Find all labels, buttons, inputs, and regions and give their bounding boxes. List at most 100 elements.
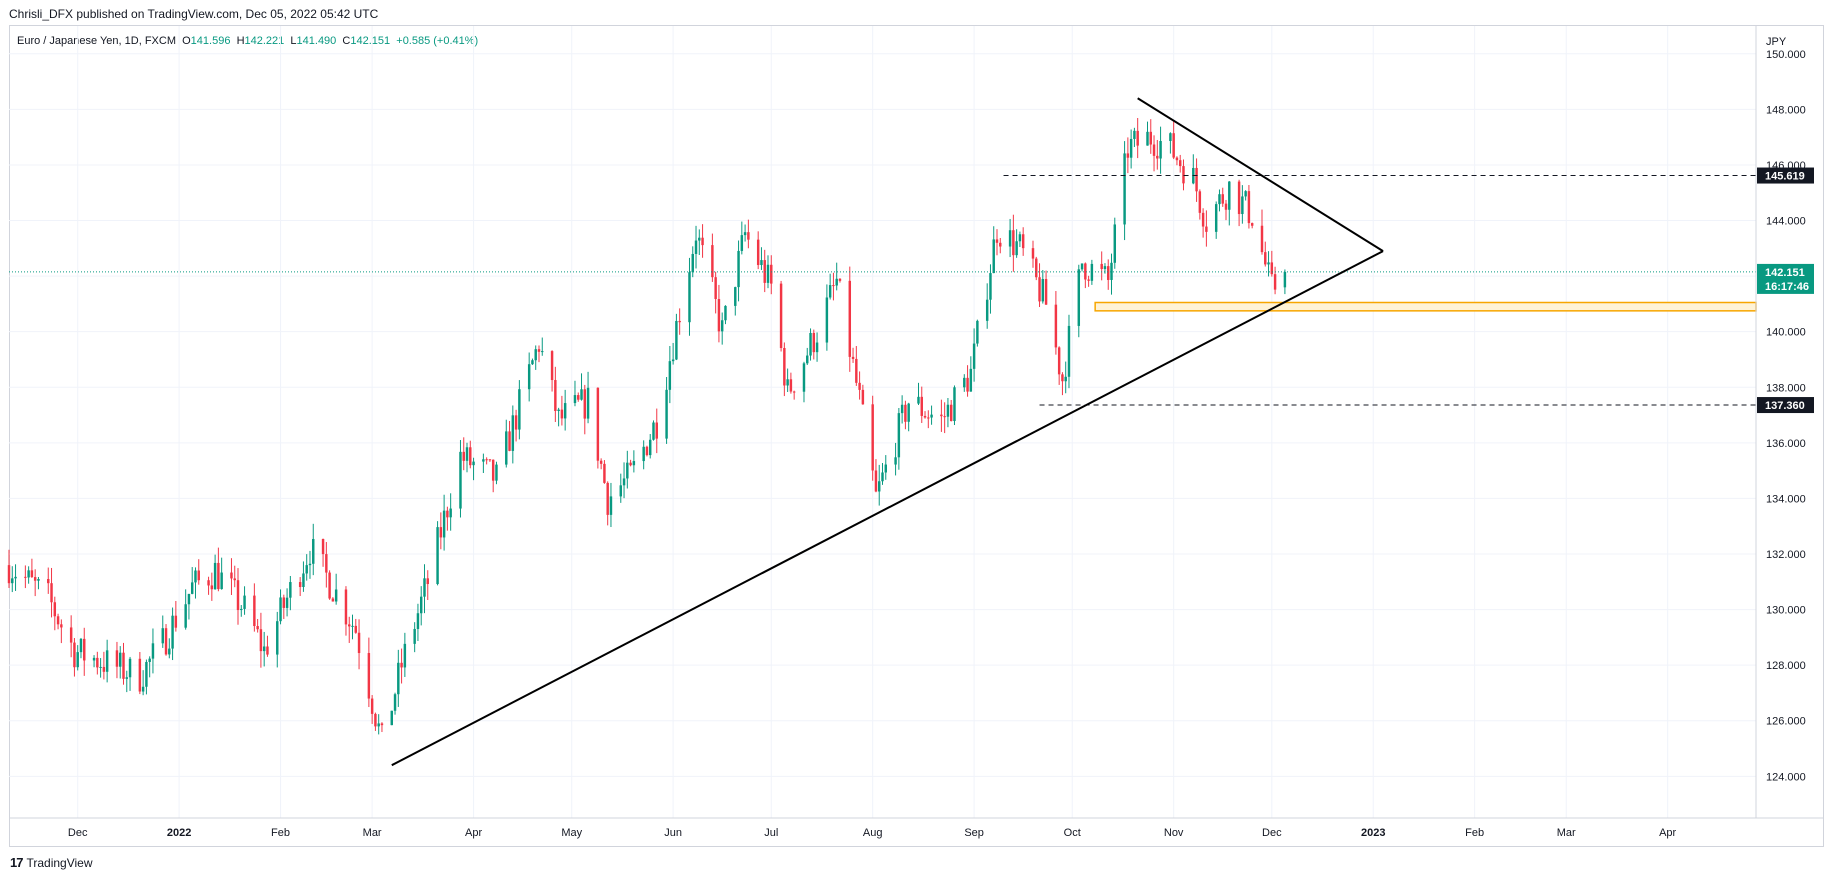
high-label: H (236, 35, 245, 47)
candle-body (207, 580, 210, 586)
candle-body (802, 363, 806, 392)
candle-body (1087, 279, 1090, 281)
candle-body (217, 562, 220, 590)
x-tick-label: Nov (1164, 827, 1184, 839)
candle-body (550, 351, 554, 381)
x-tick-label: Feb (271, 827, 290, 839)
y-tick-label: 124.000 (1766, 771, 1806, 783)
candle-body (400, 662, 403, 668)
candle-body (495, 464, 498, 481)
candle-body (423, 578, 426, 597)
candle-body (573, 395, 577, 404)
y-tick-label: 130.000 (1766, 605, 1806, 617)
candle-body (835, 278, 838, 286)
candle-body (240, 608, 243, 611)
y-tick-label: 128.000 (1766, 660, 1806, 672)
candle-body (50, 583, 53, 603)
x-tick-label: Feb (1465, 827, 1484, 839)
candle-body (256, 626, 259, 630)
candle-body (711, 245, 714, 278)
x-tick-label: Dec (1262, 827, 1282, 839)
candle-body (168, 648, 171, 655)
currency-label: JPY (1766, 36, 1787, 48)
candle-body (334, 589, 338, 602)
candle-body (1244, 191, 1247, 197)
y-tick-label: 140.000 (1766, 327, 1806, 339)
candle-body (619, 485, 623, 497)
candle-body (848, 280, 852, 357)
symbol-name: Euro / Japanese Yen, 1D, FXCM (17, 35, 176, 47)
candle-body (285, 597, 289, 608)
countdown-text: 16:17:46 (1765, 281, 1809, 293)
candle-body (233, 578, 236, 581)
candle-body (763, 260, 766, 283)
candle-body (442, 510, 446, 538)
candle-body (881, 472, 884, 482)
candle-body (963, 377, 966, 388)
candle-body (262, 646, 266, 652)
y-tick-label: 144.000 (1766, 216, 1806, 228)
candle-body (671, 359, 675, 362)
candle-body (1273, 274, 1277, 290)
symbol-legend: Euro / Japanese Yen, 1D, FXCM O141.596 H… (17, 35, 478, 47)
x-tick-label: Oct (1064, 827, 1081, 839)
candle-body (276, 621, 279, 655)
candle-body (491, 459, 495, 481)
candle-body (1008, 230, 1012, 247)
candle-body (652, 422, 655, 440)
level-tag-text: 137.360 (1765, 400, 1805, 412)
candle-body (259, 629, 263, 652)
candle-body (187, 593, 191, 605)
candle-body (1110, 262, 1113, 280)
candle-body (462, 451, 465, 461)
candle-body (940, 414, 943, 417)
candle-body (1270, 262, 1274, 275)
candle-body (279, 597, 282, 622)
candle-body (289, 582, 292, 598)
candle-body (717, 299, 721, 332)
x-tick-label: Apr (1659, 827, 1676, 839)
candle-body (105, 650, 109, 672)
candle-body (1061, 374, 1064, 382)
candle-body (119, 652, 122, 667)
candle-body (302, 573, 305, 588)
candle-body (1044, 279, 1048, 305)
candle-body (357, 632, 361, 654)
candle-body (1021, 234, 1025, 249)
candle-body (1264, 252, 1267, 265)
candle-body (720, 320, 724, 332)
candle-body (1107, 266, 1110, 280)
candle-body (164, 628, 168, 655)
candle-body (79, 638, 83, 653)
candle-body (436, 527, 439, 585)
candle-body (734, 287, 737, 306)
x-tick-label: Mar (1557, 827, 1576, 839)
candle-body (69, 627, 73, 643)
candle-body (861, 389, 865, 405)
candle-body (115, 650, 119, 667)
y-tick-label: 150.000 (1766, 49, 1806, 61)
candle-body (999, 242, 1002, 247)
candle-body (1201, 212, 1205, 227)
candle-body (312, 538, 315, 564)
candle-body (47, 579, 50, 584)
last-price-tag (1757, 263, 1814, 294)
candle-body (557, 409, 560, 412)
candle-body (354, 625, 358, 633)
candle-body (1172, 133, 1175, 158)
candle-body (305, 565, 308, 574)
candle-body (60, 624, 63, 628)
candle-body (766, 264, 770, 283)
candle-body (838, 278, 842, 281)
candle-body (789, 379, 793, 392)
candle-body (871, 404, 874, 471)
candle-body (125, 677, 129, 679)
candle-body (482, 459, 485, 462)
candle-body (694, 240, 698, 254)
candle-body (747, 232, 750, 240)
candle-body (740, 235, 744, 251)
candle-body (770, 264, 773, 284)
candle-body (518, 389, 521, 430)
candle-body (266, 646, 269, 655)
